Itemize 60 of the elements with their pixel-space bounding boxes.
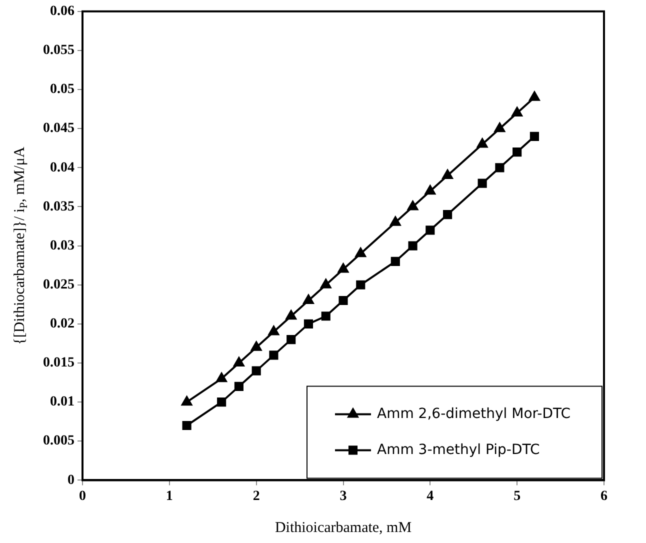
x-tick-label: 1 xyxy=(166,489,173,504)
point xyxy=(181,396,192,406)
point xyxy=(304,319,314,328)
y-tick-label: 0.05 xyxy=(50,82,74,98)
point xyxy=(476,138,488,148)
y-tick-label: 0.06 xyxy=(50,4,74,20)
point xyxy=(478,178,487,188)
point xyxy=(252,366,261,376)
point xyxy=(494,122,506,132)
point xyxy=(234,382,244,391)
point xyxy=(390,256,400,266)
x-tick-label: 2 xyxy=(252,489,260,504)
point xyxy=(512,106,522,116)
x-tick-label: 4 xyxy=(426,489,434,504)
x-tick-label: 5 xyxy=(514,489,521,504)
y-tick-label: 0.045 xyxy=(43,121,74,136)
point xyxy=(303,294,314,304)
point xyxy=(234,357,244,366)
y-tick-label: 0.055 xyxy=(43,43,74,58)
point xyxy=(217,398,226,407)
point xyxy=(216,372,227,382)
y-tick-label: 0.025 xyxy=(43,277,74,292)
y-tick-label: 0.03 xyxy=(50,238,74,254)
y-tick-label: 0.035 xyxy=(43,199,74,214)
point xyxy=(356,280,366,290)
point xyxy=(182,420,192,430)
point xyxy=(355,248,366,258)
point xyxy=(407,200,418,210)
point xyxy=(443,210,452,220)
x-axis-title: Dithioicarbamate, mM xyxy=(274,520,412,536)
point xyxy=(495,163,504,172)
y-tick-label: 0 xyxy=(68,472,74,488)
point xyxy=(390,216,401,226)
point xyxy=(251,341,262,351)
point xyxy=(321,312,330,321)
point xyxy=(286,335,296,344)
point xyxy=(338,296,348,306)
y-tick-label: 0.005 xyxy=(43,434,74,449)
x-tick-label: 6 xyxy=(600,489,608,504)
y-axis-title: {[Dithiocarbamate]}/ iP, mM/μA xyxy=(12,146,30,345)
legend-label: Amm 2,6-dimethyl Mor-DTC xyxy=(377,406,571,422)
y-tick-label: 0.04 xyxy=(50,160,74,176)
legend-label: Amm 3-methyl Pip-DTC xyxy=(377,442,540,458)
point xyxy=(530,132,539,141)
y-tick-label: 0.01 xyxy=(50,394,74,410)
point xyxy=(320,278,332,288)
point xyxy=(338,263,349,273)
point xyxy=(286,310,296,320)
point xyxy=(424,185,436,195)
point xyxy=(426,226,435,235)
y-tick-label: 0.02 xyxy=(50,316,74,332)
x-tick-label: 3 xyxy=(340,489,347,504)
point xyxy=(442,169,453,179)
point xyxy=(268,326,280,336)
point xyxy=(408,241,418,250)
point xyxy=(529,91,540,101)
y-tick-label: 0.015 xyxy=(43,356,74,371)
point xyxy=(512,148,522,157)
x-tick-label: 0 xyxy=(79,489,86,504)
point xyxy=(269,350,278,360)
